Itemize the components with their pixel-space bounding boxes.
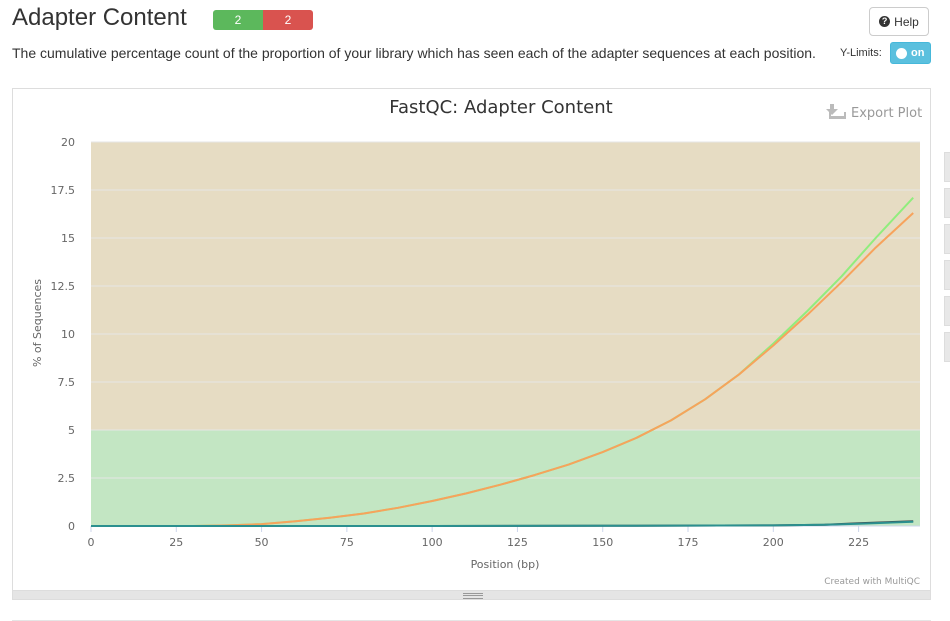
multiqc-credit: Created with MultiQC xyxy=(824,577,920,587)
y-tick-label: 2.5 xyxy=(58,472,76,485)
x-tick-label: 25 xyxy=(169,536,183,549)
section-description: The cumulative percentage count of the p… xyxy=(12,45,816,61)
export-plot-button[interactable]: Export Plot xyxy=(826,104,922,121)
adapter-content-chart: FastQC: Adapter Content Export Plot 0 2.5… xyxy=(31,97,922,587)
chart-title: FastQC: Adapter Content xyxy=(389,97,612,118)
y-tick-label: 10 xyxy=(61,328,75,341)
toolbox-tab[interactable] xyxy=(944,188,950,218)
status-badges: 2 2 xyxy=(213,10,313,30)
plot-resize-handle[interactable] xyxy=(12,590,931,600)
pass-count-badge[interactable]: 2 xyxy=(213,10,263,30)
x-tick-label: 225 xyxy=(848,536,869,549)
y-tick-label: 20 xyxy=(61,136,75,149)
y-tick-label: 5 xyxy=(68,424,75,437)
toolbox-tab[interactable] xyxy=(944,224,950,254)
toggle-knob xyxy=(896,47,907,59)
toolbox-tab[interactable] xyxy=(944,332,950,362)
x-tick-label: 200 xyxy=(763,536,784,549)
ylimits-label: Y-Limits: xyxy=(840,47,882,59)
y-tick-label: 0 xyxy=(68,520,75,533)
side-toolbox-tabs xyxy=(944,152,950,368)
question-circle-icon: ? xyxy=(879,16,891,27)
grip-icon xyxy=(463,593,483,599)
help-button[interactable]: ? Help xyxy=(869,7,929,36)
ylimits-toggle[interactable]: on xyxy=(890,42,931,64)
x-tick-label: 100 xyxy=(422,536,443,549)
y-tick-label: 12.5 xyxy=(51,280,76,293)
toggle-state: on xyxy=(911,47,925,59)
help-button-label: Help xyxy=(894,14,919,29)
plot-container: FastQC: Adapter Content Export Plot 0 2.5… xyxy=(12,88,931,600)
toolbox-tab[interactable] xyxy=(944,296,950,326)
x-tick-label: 75 xyxy=(340,536,354,549)
y-axis-label: % of Sequences xyxy=(31,279,44,367)
y-tick-label: 17.5 xyxy=(51,184,76,197)
x-tick-label: 150 xyxy=(592,536,613,549)
toolbox-tab[interactable] xyxy=(944,152,950,182)
toolbox-tab[interactable] xyxy=(944,260,950,290)
export-plot-label: Export Plot xyxy=(851,106,922,121)
page-title: Adapter Content xyxy=(12,4,187,31)
x-tick-label: 175 xyxy=(678,536,699,549)
y-tick-label: 15 xyxy=(61,232,75,245)
series-line-3 xyxy=(91,520,914,527)
x-axis-label: Position (bp) xyxy=(471,558,540,571)
x-tick-label: 125 xyxy=(507,536,528,549)
y-tick-label: 7.5 xyxy=(58,376,76,389)
x-tick-label: 50 xyxy=(255,536,269,549)
download-icon xyxy=(826,104,846,119)
x-tick-label: 0 xyxy=(88,536,95,549)
fail-count-badge[interactable]: 2 xyxy=(263,10,313,30)
